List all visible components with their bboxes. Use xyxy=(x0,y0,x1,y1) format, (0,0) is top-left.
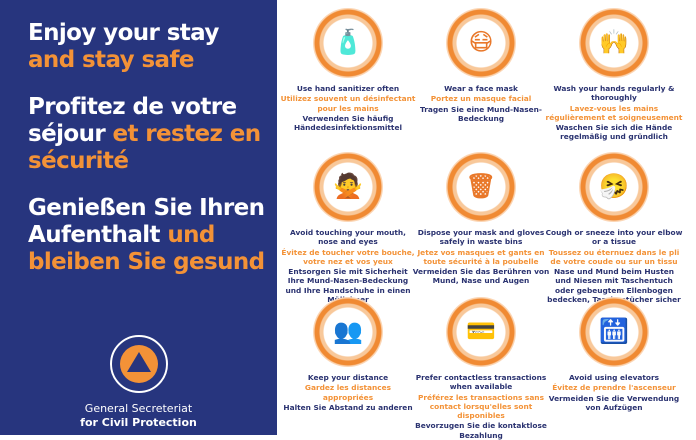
tip-english: Avoid using elevators xyxy=(568,373,660,382)
org-line-2: for Civil Protection xyxy=(80,416,197,429)
tip-card: 🛗 Avoid using elevators Évitez de prendr… xyxy=(545,297,683,412)
tip-french: Toussez ou éternuez dans le pli de votre… xyxy=(548,247,680,266)
tip-english: Avoid touching your mouth, nose and eyes xyxy=(290,228,406,247)
tip-english: Keep your distance xyxy=(307,373,389,382)
tip-french: Jetez vos masques et gants en toute sécu… xyxy=(417,247,545,266)
elevator-icon: 🛗 xyxy=(579,297,649,367)
tip-french: Gardez les distances appropriées xyxy=(304,383,392,402)
tip-german: Waschen Sie sich die Hände regelmäßig un… xyxy=(555,123,673,142)
tip-german: Halten Sie Abstand zu anderen xyxy=(283,402,413,412)
headline-line: and stay safe xyxy=(28,47,194,74)
headline-line: Aufenthalt und xyxy=(28,222,215,249)
tip-french: Préférez les transactions sans contact l… xyxy=(418,392,544,421)
tip-card: 🗑 Dispose your mask and gloves safely in… xyxy=(412,152,550,286)
civil-protection-logo xyxy=(110,335,168,393)
wash-hands-icon: 🙌 xyxy=(579,8,649,78)
headline-orange: et restez en xyxy=(112,121,262,147)
tip-card: 🙌 Wash your hands regularly & thoroughly… xyxy=(545,8,683,142)
tip-english: Dispose your mask and gloves safely in w… xyxy=(417,228,545,247)
distance-icon: 👥 xyxy=(313,297,383,367)
cough-elbow-icon: 🤧 xyxy=(579,152,649,222)
tip-english: Wash your hands regularly & thoroughly xyxy=(553,84,675,103)
icon-glyph: 🙅 xyxy=(333,172,363,201)
headline-white: séjour xyxy=(28,121,113,147)
tips-grid: 🧴 Use hand sanitizer often Utilizez souv… xyxy=(277,0,696,440)
tip-card: 🧴 Use hand sanitizer often Utilizez souv… xyxy=(279,8,417,132)
tip-german: Tragen Sie eine Mund-Nasen-Bedeckung xyxy=(420,104,542,123)
tip-card: 🙅 Avoid touching your mouth, nose and ey… xyxy=(279,152,417,304)
tip-french: Lavez-vous les mains régulièrement et so… xyxy=(545,103,683,122)
icon-glyph: 💳 xyxy=(466,317,496,346)
headline-orange: and stay safe xyxy=(28,47,194,73)
headline-white: Aufenthalt xyxy=(28,222,168,248)
tip-card: 💳 Prefer contactless transactions when a… xyxy=(412,297,550,440)
tip-card: 👥 Keep your distance Gardez les distance… xyxy=(279,297,417,412)
headline-orange: sécurité xyxy=(28,148,129,174)
tip-german: Bevorzugen Sie die kontaktlose Bezahlung xyxy=(415,421,547,440)
icon-glyph: 👥 xyxy=(333,317,363,346)
face-mask-icon: 😷 xyxy=(446,8,516,78)
icon-glyph: 🤧 xyxy=(599,172,629,201)
tip-english: Cough or sneeze into your elbow or a tis… xyxy=(545,228,683,247)
tip-french: Évitez de toucher votre bouche, votre ne… xyxy=(281,247,415,266)
headline-line: séjour et restez en xyxy=(28,121,261,148)
org-line-1: General Secreteriat xyxy=(84,402,193,415)
tip-english: Wear a face mask xyxy=(444,84,518,93)
headline-white: Genießen Sie Ihren xyxy=(28,195,265,221)
headline-white: Profitez de votre xyxy=(28,94,237,120)
tip-english: Prefer contactless transactions when ava… xyxy=(415,373,547,392)
headline-orange: bleiben Sie gesund xyxy=(28,249,265,275)
tip-french: Portez un masque facial xyxy=(430,94,532,104)
icon-glyph: 🙌 xyxy=(599,28,629,57)
icon-glyph: 🗑 xyxy=(465,172,497,201)
tip-german: Verwenden Sie häufig Händedesinfektionsm… xyxy=(293,113,403,133)
icon-glyph: 😷 xyxy=(468,28,494,57)
tip-card: 🤧 Cough or sneeze into your elbow or a t… xyxy=(545,152,683,314)
icon-glyph: 🛗 xyxy=(599,317,629,346)
contactless-card-icon: 💳 xyxy=(446,297,516,367)
headline-line: Enjoy your stay xyxy=(28,20,219,47)
headline-line: sécurité xyxy=(28,148,129,175)
headline-orange: und xyxy=(167,222,215,248)
headline-line: Profitez de votre xyxy=(28,94,237,121)
tip-french: Utilizez souvent un désinfectant pour le… xyxy=(280,94,416,113)
hand-sanitizer-icon: 🧴 xyxy=(313,8,383,78)
headline-line: Genießen Sie Ihren xyxy=(28,195,265,222)
tip-english: Use hand sanitizer often xyxy=(296,84,400,93)
icon-glyph: 🧴 xyxy=(333,28,363,57)
tip-card: 😷 Wear a face mask Portez un masque faci… xyxy=(412,8,550,123)
left-panel: General Secreteriat for Civil Protection… xyxy=(0,0,277,435)
headline-white: Enjoy your stay xyxy=(28,20,219,46)
tip-french: Évitez de prendre l'ascenseur xyxy=(552,383,676,393)
no-face-touch-icon: 🙅 xyxy=(313,152,383,222)
tip-german: Vermeiden Sie das Berühren von Mund, Nas… xyxy=(412,267,550,286)
headline-line: bleiben Sie gesund xyxy=(28,249,265,276)
waste-bin-icon: 🗑 xyxy=(446,152,516,222)
tip-german: Vermeiden Sie die Verwendung von Aufzüge… xyxy=(548,393,680,412)
